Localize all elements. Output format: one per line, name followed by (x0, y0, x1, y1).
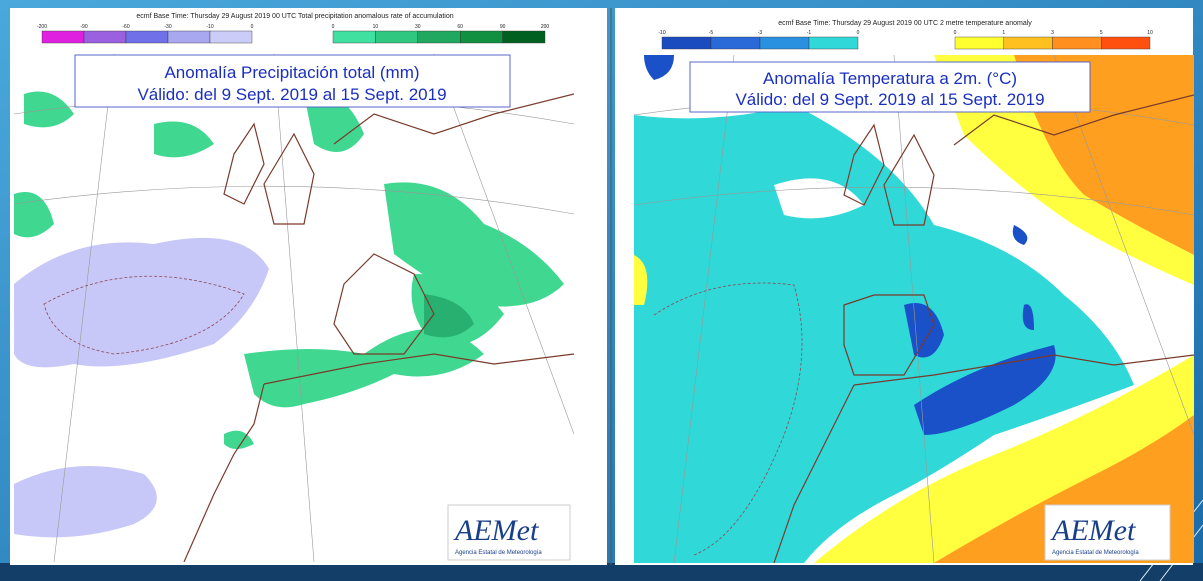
panel-temperature: ecmf Base Time: Thursday 29 August 2019 … (615, 8, 1194, 565)
map-title: Anomalía Precipitación total (mm) (164, 63, 419, 82)
legend-tick-label: -30 (164, 24, 171, 30)
legend-tick-label: 30 (415, 24, 421, 30)
legend-swatch (83, 30, 127, 44)
logo-subtitle: Agencia Estatal de Meteorología (455, 550, 542, 556)
footer-band (0, 563, 1203, 581)
legend-swatch (209, 30, 253, 44)
panel-precipitation: ecmf Base Time: Thursday 29 August 2019 … (10, 8, 607, 565)
legend-tick-label: 10 (373, 24, 379, 30)
map-header: ecmf Base Time: Thursday 29 August 2019 … (778, 20, 1032, 27)
legend-swatch (1052, 36, 1102, 50)
legend-tick-label: -90 (80, 24, 87, 30)
legend-tick-label: -200 (37, 24, 47, 30)
legend-tick-label: 200 (541, 24, 550, 30)
legend-tick-label: 3 (1051, 30, 1054, 36)
map-subtitle: Válido: del 9 Sept. 2019 al 15 Sept. 201… (735, 90, 1044, 109)
legend-tick-label: 90 (500, 24, 506, 30)
legend-tick-label: -3 (758, 30, 763, 36)
legend-swatch (954, 36, 1004, 50)
legend-swatch (167, 30, 211, 44)
legend-swatch (661, 36, 712, 50)
legend-tick-label: -10 (658, 30, 665, 36)
logo: AEMet (1050, 514, 1136, 547)
map-title: Anomalía Temperatura a 2m. (°C) (763, 69, 1017, 88)
legend-tick-label: -5 (709, 30, 714, 36)
legend-swatch (417, 30, 461, 44)
legend-tick-label: 60 (457, 24, 463, 30)
legend-swatch (125, 30, 169, 44)
legend-tick-label: -1 (807, 30, 812, 36)
legend-swatch (808, 36, 859, 50)
legend-tick-label: 10 (1147, 30, 1153, 36)
legend-swatch (460, 30, 503, 44)
legend-swatch (375, 30, 418, 44)
legend-tick-label: 0 (954, 30, 957, 36)
legend-tick-label: 0 (857, 30, 860, 36)
map (14, 54, 574, 562)
legend-swatch (759, 36, 810, 50)
legend-swatch (41, 30, 85, 44)
legend-tick-label: 1 (1002, 30, 1005, 36)
legend-tick-label: -10 (206, 24, 213, 30)
legend-swatch (1101, 36, 1151, 50)
legend-swatch (710, 36, 761, 50)
legend-tick-label: 0 (251, 24, 254, 30)
logo-subtitle: Agencia Estatal de Meteorología (1052, 550, 1139, 556)
map-subtitle: Válido: del 9 Sept. 2019 al 15 Sept. 201… (137, 85, 446, 104)
map-header: ecmf Base Time: Thursday 29 August 2019 … (136, 13, 453, 20)
legend-swatch (502, 30, 546, 44)
logo: AEMet (453, 514, 539, 547)
legend-tick-label: -60 (122, 24, 129, 30)
legend-tick-label: 5 (1100, 30, 1103, 36)
legend-swatch (1003, 36, 1053, 50)
map (634, 55, 1194, 563)
legend-swatch (332, 30, 376, 44)
legend-tick-label: 0 (332, 24, 335, 30)
